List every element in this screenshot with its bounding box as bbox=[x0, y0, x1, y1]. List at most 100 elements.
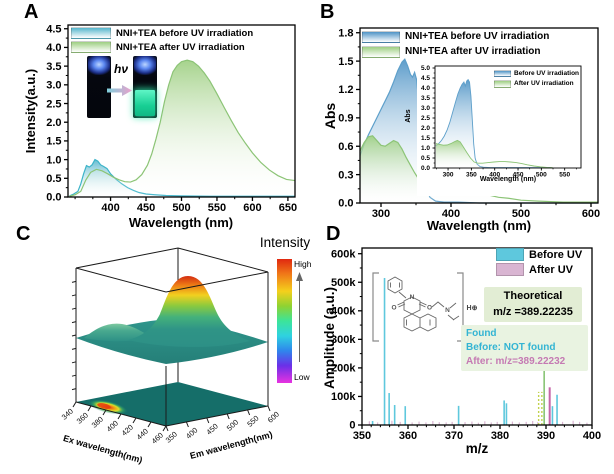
svg-text:0.5: 0.5 bbox=[46, 173, 61, 185]
svg-text:200k: 200k bbox=[331, 363, 356, 375]
legend-label: NNI+TEA after UV irradiation bbox=[405, 46, 541, 57]
inset-legend: Before UV irradiation After UV irradiati… bbox=[494, 68, 579, 89]
found-before-value: Before: NOT found bbox=[466, 342, 556, 353]
legend-item: After UV bbox=[496, 262, 582, 277]
found-after-value: After: m/z=389.22232 bbox=[466, 356, 566, 367]
panel-c-label: C bbox=[16, 223, 31, 245]
svg-text:400: 400 bbox=[583, 430, 601, 442]
svg-text:3.5: 3.5 bbox=[46, 61, 61, 73]
intensity-colorbar bbox=[277, 259, 292, 383]
legend-label: NNI+TEA after UV irradiation bbox=[116, 41, 245, 53]
svg-text:440: 440 bbox=[135, 427, 150, 442]
svg-text:350: 350 bbox=[353, 430, 371, 442]
svg-text:400: 400 bbox=[184, 426, 199, 441]
svg-text:3.5: 3.5 bbox=[421, 95, 430, 102]
legend-item: After UV irradiation bbox=[494, 79, 579, 90]
svg-text:350: 350 bbox=[164, 430, 179, 445]
atom-n: N bbox=[445, 307, 450, 314]
panel-d-label: D bbox=[326, 223, 341, 245]
molecule-structure: N O O N H⊕ bbox=[372, 272, 478, 342]
svg-text:2.5: 2.5 bbox=[421, 115, 430, 122]
panel-a-label: A bbox=[24, 1, 39, 23]
svg-text:550: 550 bbox=[208, 202, 226, 214]
svg-text:400: 400 bbox=[442, 208, 460, 220]
svg-text:0: 0 bbox=[349, 420, 355, 432]
svg-text:0.3: 0.3 bbox=[338, 169, 353, 181]
svg-text:1.5: 1.5 bbox=[421, 135, 430, 142]
theoretical-annotation: Theoretical m/z =389.22235 bbox=[484, 287, 582, 322]
svg-text:0.6: 0.6 bbox=[338, 141, 353, 153]
legend-label: After UV bbox=[529, 263, 574, 276]
svg-text:0.5: 0.5 bbox=[421, 155, 430, 162]
svg-text:0.9: 0.9 bbox=[338, 113, 353, 125]
after-uv-swatch bbox=[71, 41, 111, 53]
svg-text:2.0: 2.0 bbox=[46, 117, 61, 129]
before-uv-swatch bbox=[71, 27, 111, 39]
svg-text:380: 380 bbox=[491, 430, 509, 442]
legend-item: NNI+TEA before UV irradiation bbox=[71, 26, 253, 40]
svg-text:4.5: 4.5 bbox=[421, 75, 430, 82]
uv-conversion-arrow-icon bbox=[107, 85, 132, 96]
legend-item: NNI+TEA before UV irradiation bbox=[362, 29, 549, 44]
legend-item: Before UV irradiation bbox=[494, 68, 579, 79]
panel-d-xlabel: m/z bbox=[465, 441, 489, 456]
svg-text:3.0: 3.0 bbox=[421, 105, 430, 112]
theoretical-title: Theoretical bbox=[503, 290, 563, 302]
svg-text:400k: 400k bbox=[331, 306, 356, 318]
svg-text:100k: 100k bbox=[331, 391, 356, 403]
theoretical-mz-value: m/z =389.22235 bbox=[493, 305, 573, 318]
fluorescence-chart: 400 450 500 550 600 650 0.0 0.5 1.0 1.5 2.0 2.5 3.0 3… bbox=[46, 23, 297, 214]
molecule-atom-labels: N O O N H⊕ bbox=[391, 294, 477, 314]
svg-text:4.5: 4.5 bbox=[46, 23, 61, 35]
svg-text:450: 450 bbox=[137, 202, 155, 214]
svg-text:500: 500 bbox=[536, 171, 547, 178]
colorbar-high-label: High bbox=[294, 259, 312, 269]
after-uv-swatch bbox=[496, 263, 524, 276]
svg-text:4.0: 4.0 bbox=[46, 42, 61, 54]
svg-text:450: 450 bbox=[204, 422, 219, 437]
legend-item: Before UV bbox=[496, 247, 582, 262]
found-title: Found bbox=[466, 328, 497, 339]
found-annotation: Found Before: NOT found After: m/z=389.2… bbox=[461, 325, 588, 371]
svg-text:450: 450 bbox=[513, 171, 524, 178]
legend-label: NNI+TEA before UV irradiation bbox=[405, 31, 550, 42]
before-uv-swatch bbox=[362, 30, 400, 43]
legend-label: Before UV bbox=[529, 248, 583, 261]
colorbar-arrow-icon bbox=[296, 272, 303, 362]
before-uv-swatch bbox=[496, 248, 524, 261]
svg-text:550: 550 bbox=[559, 171, 570, 178]
chart-d: 350 360 370 380 390 400 0 100k 200k 300k 400k 500k 6… bbox=[331, 247, 601, 442]
inset-ylabel: Abs bbox=[405, 109, 412, 123]
svg-text:Ex wavelength(nm): Ex wavelength(nm) bbox=[62, 433, 144, 465]
mass-spectrum-chart: 350 360 370 380 390 400 0 100k 200k 300k 400k 500k 6… bbox=[331, 247, 601, 442]
legend-label: After UV irradiation bbox=[514, 80, 574, 88]
svg-text:2.0: 2.0 bbox=[421, 125, 430, 132]
uv-lamp-glow bbox=[134, 56, 156, 75]
colorbar-title: Intensity bbox=[259, 235, 311, 250]
svg-text:500: 500 bbox=[512, 208, 530, 220]
svg-text:0.0: 0.0 bbox=[46, 192, 61, 204]
svg-text:400: 400 bbox=[101, 202, 119, 214]
svg-text:360: 360 bbox=[75, 411, 90, 426]
legend-item: NNI+TEA after UV irradiation bbox=[71, 40, 253, 54]
svg-text:600: 600 bbox=[266, 410, 281, 425]
legend-label: Before UV irradiation bbox=[514, 69, 580, 77]
molecule-bonds bbox=[387, 276, 460, 332]
cuvette-before-photo bbox=[87, 56, 111, 118]
svg-text:2.5: 2.5 bbox=[46, 98, 61, 110]
svg-text:0.0: 0.0 bbox=[338, 198, 353, 210]
svg-text:650: 650 bbox=[279, 202, 297, 214]
panel-b-label: B bbox=[320, 1, 335, 23]
bracket-icons bbox=[372, 272, 464, 342]
svg-text:300k: 300k bbox=[331, 334, 356, 346]
chart-b-inset: 300 350 400 450 500 550 0.0 0.5 1.0 1.5 2.0 2.5 3.0 3… bbox=[417, 56, 589, 196]
svg-text:600k: 600k bbox=[331, 248, 356, 260]
svg-text:1.5: 1.5 bbox=[46, 136, 61, 148]
hv-label: hν bbox=[109, 62, 133, 76]
svg-text:1.5: 1.5 bbox=[338, 56, 353, 68]
after-uv-swatch bbox=[494, 80, 511, 88]
after-uv-swatch bbox=[362, 45, 400, 58]
atom-n: N bbox=[410, 294, 415, 301]
